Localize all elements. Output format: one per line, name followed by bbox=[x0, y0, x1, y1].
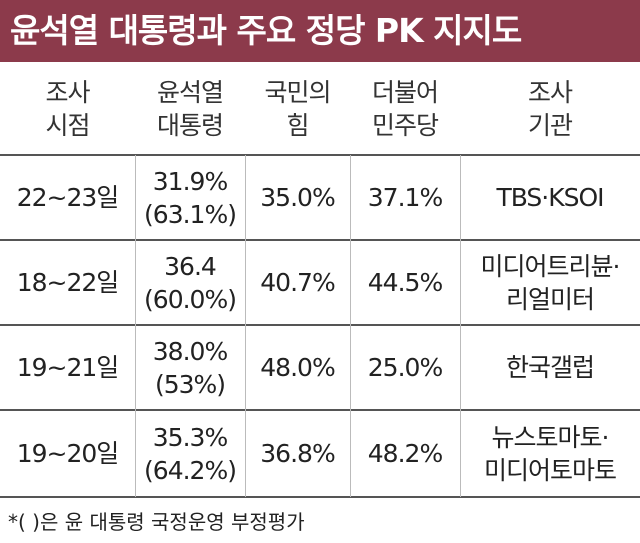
cell-line: 36.4 bbox=[164, 251, 217, 281]
cell-line: 조사 bbox=[45, 77, 90, 107]
table-cell: 22~23일 bbox=[0, 155, 135, 240]
cell-line: 미디어토마토 bbox=[483, 455, 617, 485]
table-cell: 뉴스토마토· 미디어토마토 bbox=[460, 410, 640, 497]
row-divider bbox=[0, 409, 640, 411]
table-cell: 25.0% bbox=[350, 325, 460, 410]
column-divider bbox=[350, 155, 351, 497]
cell-line: (63.1%) bbox=[144, 199, 237, 229]
table-cell: 한국갤럽 bbox=[460, 325, 640, 410]
cell-line: 뉴스토마토· bbox=[491, 422, 610, 452]
row-divider bbox=[0, 154, 640, 156]
table-cell: 36.8% bbox=[245, 410, 350, 497]
cell-line: 25.0% bbox=[367, 353, 443, 382]
cell-line: (60.0%) bbox=[144, 284, 237, 314]
table-cell: 37.1% bbox=[350, 155, 460, 240]
cell-line: 37.1% bbox=[367, 183, 443, 212]
cell-line: TBS·KSOI bbox=[496, 183, 604, 212]
cell-line: 힘 bbox=[286, 110, 309, 140]
table-cell: 미디어트리뷴· 리얼미터 bbox=[460, 240, 640, 325]
table-cell: 36.4 (60.0%) bbox=[135, 240, 245, 325]
title-bar: 윤석열 대통령과 주요 정당 PK 지지도 bbox=[0, 0, 640, 62]
cell-line: 한국갤럽 bbox=[505, 353, 595, 382]
header-cell: 더불어 민주당 bbox=[350, 62, 460, 155]
cell-line: (64.2%) bbox=[144, 455, 237, 485]
column-divider bbox=[245, 155, 246, 497]
table-cell: 35.3% (64.2%) bbox=[135, 410, 245, 497]
column-divider bbox=[460, 155, 461, 497]
cell-line: 48.2% bbox=[367, 439, 443, 468]
table-cell: TBS·KSOI bbox=[460, 155, 640, 240]
cell-line: 48.0% bbox=[260, 353, 335, 382]
table-cell: 48.0% bbox=[245, 325, 350, 410]
title: 윤석열 대통령과 주요 정당 PK 지지도 bbox=[10, 11, 522, 50]
header-cell: 윤석열 대통령 bbox=[135, 62, 245, 155]
table-cell: 40.7% bbox=[245, 240, 350, 325]
cell-line: 18~22일 bbox=[16, 268, 120, 297]
cell-line: 31.9% bbox=[152, 166, 228, 196]
column-divider bbox=[135, 155, 136, 497]
table-cell: 35.0% bbox=[245, 155, 350, 240]
cell-line: 19~21일 bbox=[16, 353, 120, 382]
cell-line: 미디어트리뷴· bbox=[480, 251, 621, 281]
cell-line: 44.5% bbox=[367, 268, 443, 297]
row-divider bbox=[0, 496, 640, 498]
row-divider bbox=[0, 324, 640, 326]
cell-line: 리얼미터 bbox=[505, 284, 595, 314]
cell-line: 36.8% bbox=[260, 439, 335, 468]
header-cell: 조사 기관 bbox=[460, 62, 640, 155]
cell-line: 조사 bbox=[527, 77, 573, 107]
cell-line: 더불어 bbox=[371, 77, 439, 107]
cell-line: 22~23일 bbox=[16, 183, 120, 212]
cell-line: 대통령 bbox=[156, 110, 224, 140]
cell-line: 40.7% bbox=[260, 268, 335, 297]
header-cell: 국민의 힘 bbox=[245, 62, 350, 155]
table-cell: 44.5% bbox=[350, 240, 460, 325]
table-cell: 38.0% (53%) bbox=[135, 325, 245, 410]
table-cell: 31.9% (63.1%) bbox=[135, 155, 245, 240]
cell-line: (53%) bbox=[154, 369, 226, 399]
cell-line: 기관 bbox=[527, 110, 573, 140]
cell-line: 35.0% bbox=[260, 183, 335, 212]
footnote: *( )은 윤 대통령 국정운영 부정평가 bbox=[8, 510, 305, 534]
table-cell: 19~21일 bbox=[0, 325, 135, 410]
table-cell: 18~22일 bbox=[0, 240, 135, 325]
cell-line: 38.0% bbox=[152, 336, 228, 366]
cell-line: 35.3% bbox=[152, 422, 228, 452]
cell-line: 국민의 bbox=[264, 77, 331, 107]
row-divider bbox=[0, 239, 640, 241]
cell-line: 시점 bbox=[45, 110, 90, 140]
cell-line: 윤석열 bbox=[156, 77, 224, 107]
header-cell: 조사 시점 bbox=[0, 62, 135, 155]
table-cell: 19~20일 bbox=[0, 410, 135, 497]
table-cell: 48.2% bbox=[350, 410, 460, 497]
cell-line: 19~20일 bbox=[16, 439, 120, 468]
cell-line: 민주당 bbox=[371, 110, 439, 140]
